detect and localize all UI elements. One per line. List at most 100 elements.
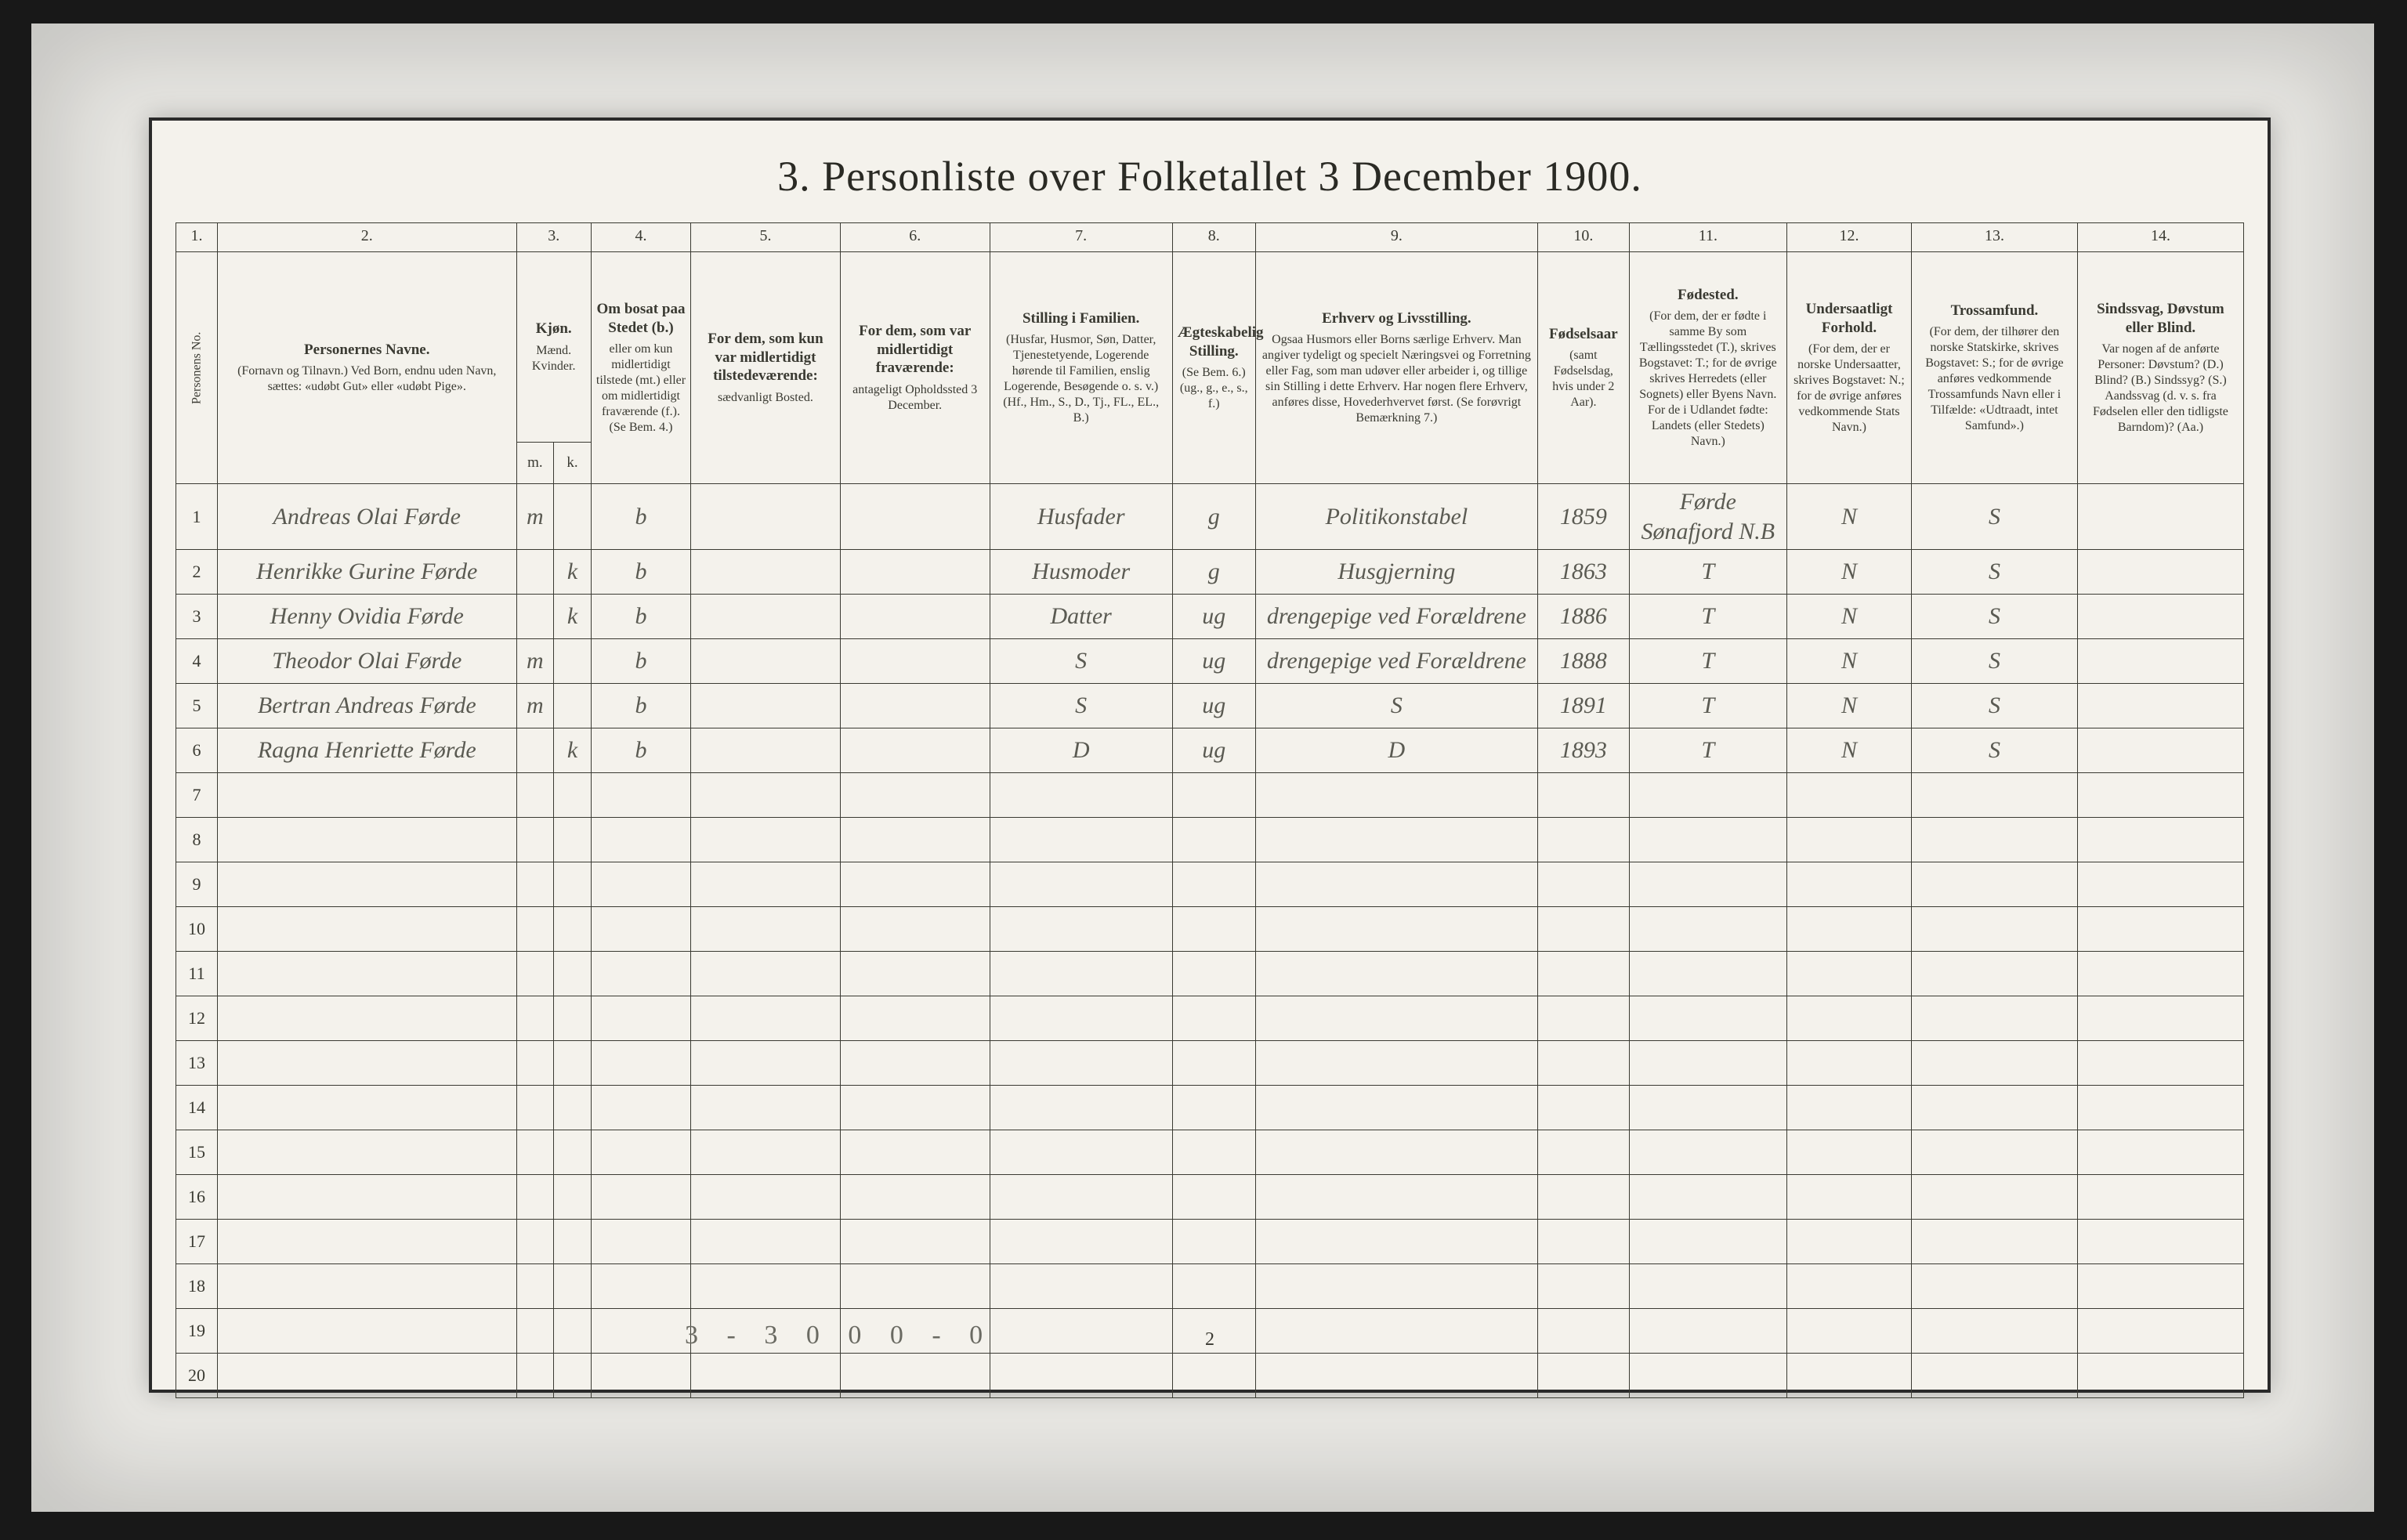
cell-bosat [591, 952, 690, 996]
cell-person-no: 9 [176, 862, 218, 907]
cell-person-no: 1 [176, 484, 218, 550]
cell-bosat: b [591, 684, 690, 728]
cell-kjon-k [554, 684, 592, 728]
cell-fodested [1629, 1130, 1786, 1175]
cell-kjon-m [516, 728, 554, 773]
cell-bosat [591, 1309, 690, 1354]
microfilm-frame: 3. Personliste over Folketallet 3 Decemb… [31, 23, 2374, 1512]
cell-bosat: b [591, 728, 690, 773]
cell-sindssvag [2077, 639, 2243, 684]
cell-bosat [591, 818, 690, 862]
cell-kjon-m [516, 1175, 554, 1220]
table-row: 18 [176, 1264, 2244, 1309]
cell-midl-fravar [840, 1086, 990, 1130]
cell-kjon-k [554, 1086, 592, 1130]
table-row: 11 [176, 952, 2244, 996]
cell-trossamfund: S [1911, 595, 2077, 639]
cell-undersaatlig [1787, 907, 1912, 952]
cell-midl-tilstede [691, 639, 841, 684]
cell-midl-tilstede [691, 862, 841, 907]
cell-stilling-familie [990, 1220, 1172, 1264]
cell-stilling-familie: S [990, 684, 1172, 728]
cell-undersaatlig: N [1787, 550, 1912, 595]
colnum-12: 12. [1787, 223, 1912, 252]
cell-stilling-familie [990, 1354, 1172, 1398]
cell-bosat [591, 862, 690, 907]
cell-fodested: Førde Sønafjord N.B [1629, 484, 1786, 550]
cell-erhverv [1255, 1354, 1537, 1398]
cell-bosat [591, 1264, 690, 1309]
cell-name: Henrikke Gurine Førde [217, 550, 516, 595]
cell-erhverv: Politikonstabel [1255, 484, 1537, 550]
cell-bosat [591, 1175, 690, 1220]
cell-kjon-k [554, 773, 592, 818]
cell-midl-fravar [840, 639, 990, 684]
cell-egteskab [1172, 1354, 1255, 1398]
hdr-name: Personernes Navne. (Fornavn og Tilnavn.)… [217, 252, 516, 484]
cell-sindssvag [2077, 952, 2243, 996]
cell-egteskab [1172, 1086, 1255, 1130]
cell-kjon-k: k [554, 728, 592, 773]
cell-kjon-k: k [554, 595, 592, 639]
cell-stilling-familie [990, 862, 1172, 907]
table-row: 12 [176, 996, 2244, 1041]
table-row: 8 [176, 818, 2244, 862]
cell-fodested [1629, 996, 1786, 1041]
hdr-stilling-familie: Stilling i Familien. (Husfar, Husmor, Sø… [990, 252, 1172, 484]
cell-sindssvag [2077, 773, 2243, 818]
cell-person-no: 7 [176, 773, 218, 818]
table-row: 16 [176, 1175, 2244, 1220]
hdr-sindssvag: Sindssvag, Døvstum eller Blind. Var noge… [2077, 252, 2243, 484]
cell-bosat [591, 1086, 690, 1130]
cell-undersaatlig [1787, 1130, 1912, 1175]
column-number-row: 1. 2. 3. 4. 5. 6. 7. 8. 9. 10. 11. 12. 1… [176, 223, 2244, 252]
cell-fodested: T [1629, 728, 1786, 773]
census-table: 1. 2. 3. 4. 5. 6. 7. 8. 9. 10. 11. 12. 1… [176, 222, 2244, 1398]
cell-trossamfund: S [1911, 550, 2077, 595]
cell-fodselsaar: 1893 [1538, 728, 1630, 773]
cell-kjon-k [554, 1220, 592, 1264]
cell-midl-tilstede [691, 1041, 841, 1086]
cell-midl-tilstede [691, 818, 841, 862]
hdr-egteskab: Ægteskabelig Stilling. (Se Bem. 6.) (ug.… [1172, 252, 1255, 484]
cell-midl-tilstede [691, 550, 841, 595]
cell-fodested [1629, 1041, 1786, 1086]
cell-trossamfund [1911, 1309, 2077, 1354]
cell-fodselsaar: 1886 [1538, 595, 1630, 639]
cell-erhverv [1255, 952, 1537, 996]
cell-stilling-familie: D [990, 728, 1172, 773]
cell-person-no: 19 [176, 1309, 218, 1354]
cell-fodselsaar [1538, 1130, 1630, 1175]
cell-kjon-k [554, 996, 592, 1041]
cell-kjon-m [516, 1130, 554, 1175]
cell-fodested [1629, 862, 1786, 907]
cell-sindssvag [2077, 1175, 2243, 1220]
cell-name [217, 1220, 516, 1264]
cell-stilling-familie: Husmoder [990, 550, 1172, 595]
cell-person-no: 17 [176, 1220, 218, 1264]
cell-sindssvag [2077, 907, 2243, 952]
hdr-kjon-k: k. [554, 443, 592, 484]
cell-sindssvag [2077, 862, 2243, 907]
table-row: 7 [176, 773, 2244, 818]
cell-midl-fravar [840, 1041, 990, 1086]
cell-kjon-m [516, 1220, 554, 1264]
cell-name [217, 1130, 516, 1175]
cell-fodested [1629, 1264, 1786, 1309]
cell-egteskab [1172, 1041, 1255, 1086]
cell-trossamfund [1911, 907, 2077, 952]
cell-trossamfund [1911, 1086, 2077, 1130]
cell-undersaatlig [1787, 1086, 1912, 1130]
cell-kjon-m [516, 818, 554, 862]
cell-undersaatlig: N [1787, 728, 1912, 773]
colnum-5: 5. [691, 223, 841, 252]
hdr-kjon-m: m. [516, 443, 554, 484]
cell-person-no: 2 [176, 550, 218, 595]
cell-person-no: 8 [176, 818, 218, 862]
footer-handwriting: 3 - 3 0 0 0 - 0 [685, 1321, 994, 1350]
cell-fodested: T [1629, 595, 1786, 639]
cell-fodested [1629, 1354, 1786, 1398]
cell-undersaatlig [1787, 862, 1912, 907]
census-form-paper: 3. Personliste over Folketallet 3 Decemb… [149, 117, 2271, 1393]
cell-stilling-familie [990, 773, 1172, 818]
